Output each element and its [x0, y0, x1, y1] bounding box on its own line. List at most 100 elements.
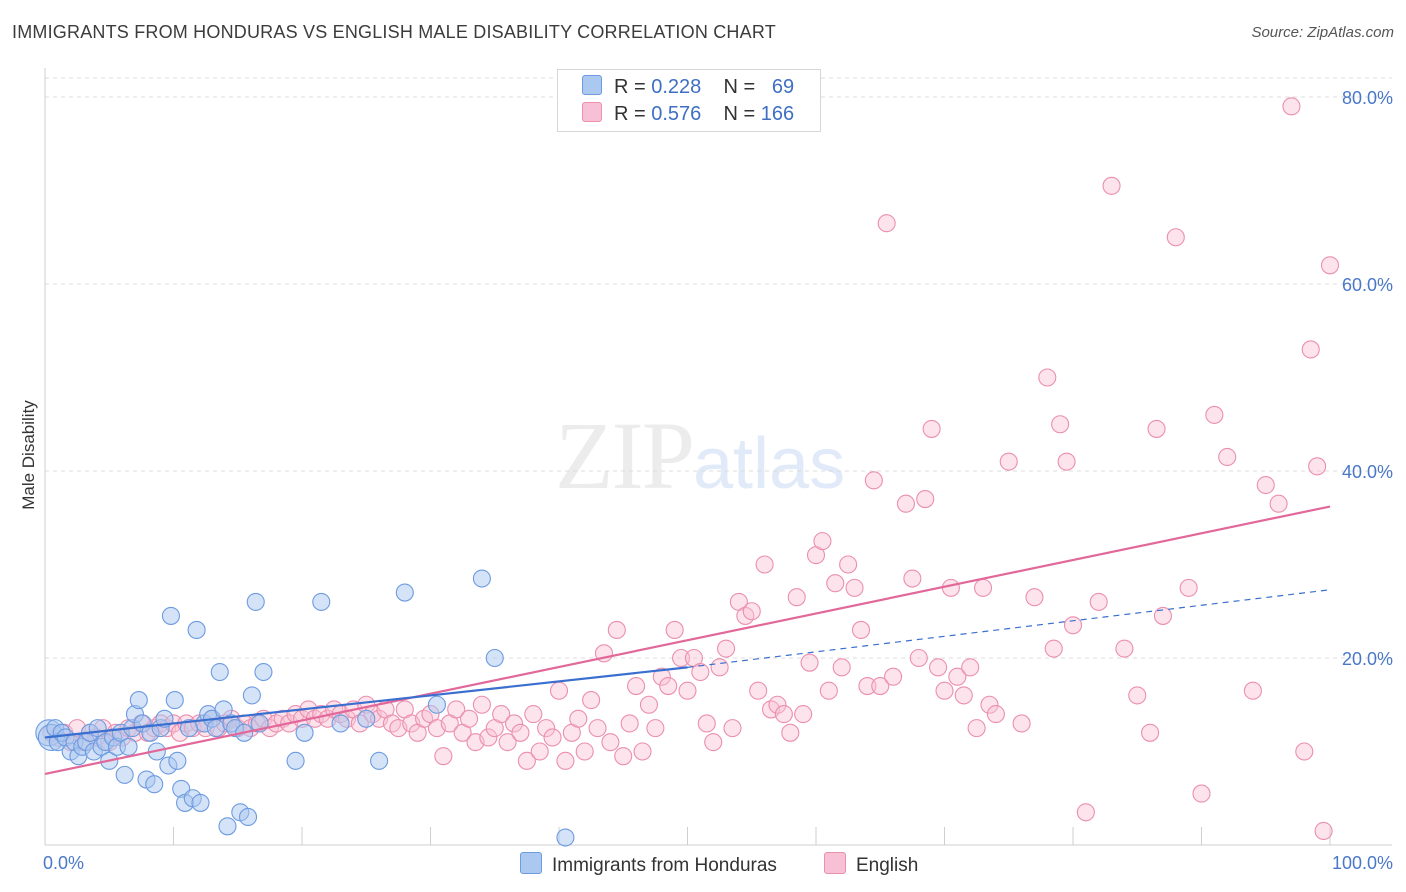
honduras-point-40 [187, 620, 206, 640]
english-point-80 [556, 751, 575, 770]
english-point-142 [961, 658, 980, 677]
english-point-99 [678, 681, 697, 700]
y-tick-label-40: 40.0% [1342, 462, 1393, 482]
english-points [42, 97, 1340, 841]
english-point-162 [1153, 606, 1172, 625]
honduras-point-61 [331, 714, 350, 733]
english-point-88 [607, 620, 626, 640]
honduras-point-35 [168, 751, 187, 770]
english-point-78 [543, 728, 562, 747]
english-point-114 [774, 705, 793, 724]
x-axis-tick-labels: 0.0% 100.0% [43, 853, 1393, 873]
english-point-153 [1057, 452, 1076, 471]
english-point-164 [1179, 578, 1198, 597]
english-point-97 [665, 620, 684, 640]
english-point-83 [575, 742, 594, 761]
english-point-113 [768, 695, 787, 714]
legend-row-honduras: R = 0.228 N = 69 [582, 75, 794, 99]
english-point-74 [517, 751, 536, 770]
honduras-trend-extension [687, 589, 1331, 668]
x-tick-label-0: 0.0% [43, 853, 84, 873]
english-point-169 [1256, 475, 1275, 495]
series-label-honduras: Immigrants from Honduras [552, 855, 777, 876]
english-point-73 [511, 723, 530, 742]
chart-title: IMMIGRANTS FROM HONDURAS VS ENGLISH MALE… [12, 22, 776, 42]
english-point-141 [954, 686, 973, 705]
honduras-point-24 [129, 691, 148, 710]
english-point-156 [1089, 592, 1108, 611]
english-point-122 [826, 574, 845, 593]
honduras-point-54 [242, 686, 261, 705]
english-point-128 [864, 471, 883, 490]
english-point-90 [620, 714, 639, 733]
english-point-82 [569, 709, 588, 728]
watermark-zip: ZIP [555, 402, 695, 509]
english-point-96 [659, 676, 678, 696]
english-point-170 [1269, 494, 1288, 513]
english-point-95 [652, 667, 671, 686]
y-tick-label-60: 60.0% [1342, 275, 1393, 295]
english-point-126 [851, 620, 871, 640]
english-point-155 [1076, 803, 1095, 822]
english-point-129 [871, 676, 890, 696]
legend-n-value-english: 166 [760, 103, 795, 125]
english-point-61 [434, 747, 453, 766]
english-point-173 [1301, 340, 1320, 359]
english-point-121 [819, 681, 838, 700]
english-point-148 [1012, 714, 1031, 733]
english-point-111 [755, 555, 774, 574]
honduras-point-64 [395, 583, 414, 602]
english-point-168 [1243, 681, 1262, 700]
english-point-79 [549, 681, 569, 700]
english-point-151 [1044, 639, 1063, 658]
stats-legend: R = 0.228 N = 69 R = 0.576 N = 166 [557, 69, 821, 132]
english-point-143 [967, 719, 986, 738]
english-point-147 [999, 452, 1018, 471]
english-point-133 [903, 569, 922, 588]
english-point-140 [948, 667, 967, 686]
english-point-125 [845, 578, 864, 597]
english-point-160 [1141, 723, 1160, 742]
english-point-116 [787, 588, 806, 607]
series-legend: Immigrants from Honduras English [0, 852, 1406, 878]
english-point-76 [530, 742, 549, 761]
series-legend-honduras[interactable]: Immigrants from Honduras [520, 852, 777, 877]
english-point-71 [498, 733, 517, 752]
honduras-point-48 [218, 817, 237, 836]
english-point-171 [1282, 97, 1301, 116]
english-point-134 [909, 648, 928, 668]
english-point-105 [716, 639, 736, 658]
english-point-104 [710, 658, 729, 677]
legend-r-label: R = [614, 103, 646, 125]
english-point-161 [1147, 419, 1166, 438]
series-legend-english[interactable]: English [824, 852, 918, 877]
english-point-130 [877, 214, 896, 233]
honduras-point-46 [210, 662, 229, 682]
english-trend-line [44, 505, 1331, 776]
honduras-point-41 [191, 793, 210, 812]
honduras-point-63 [370, 751, 389, 770]
english-point-127 [858, 676, 877, 696]
legend-n-value-honduras: 69 [771, 76, 795, 98]
honduras-point-65 [427, 695, 446, 714]
english-point-149 [1025, 588, 1044, 607]
english-point-68 [479, 728, 498, 747]
english-point-72 [504, 714, 524, 733]
english-point-108 [736, 606, 755, 625]
source-credit: Source: ZipAtlas.com [1251, 24, 1394, 41]
english-point-172 [1295, 742, 1314, 761]
english-point-139 [941, 578, 960, 597]
honduras-point-55 [246, 592, 265, 611]
english-point-163 [1166, 228, 1185, 247]
english-point-152 [1051, 415, 1070, 434]
english-point-136 [922, 419, 941, 438]
english-point-58 [415, 709, 434, 728]
english-point-63 [447, 700, 466, 719]
english-point-144 [973, 578, 993, 597]
honduras-point-58 [286, 751, 305, 770]
honduras-point-34 [165, 691, 184, 710]
english-point-84 [582, 691, 601, 710]
english-point-157 [1102, 176, 1121, 195]
watermark-atlas: atlas [693, 424, 846, 504]
